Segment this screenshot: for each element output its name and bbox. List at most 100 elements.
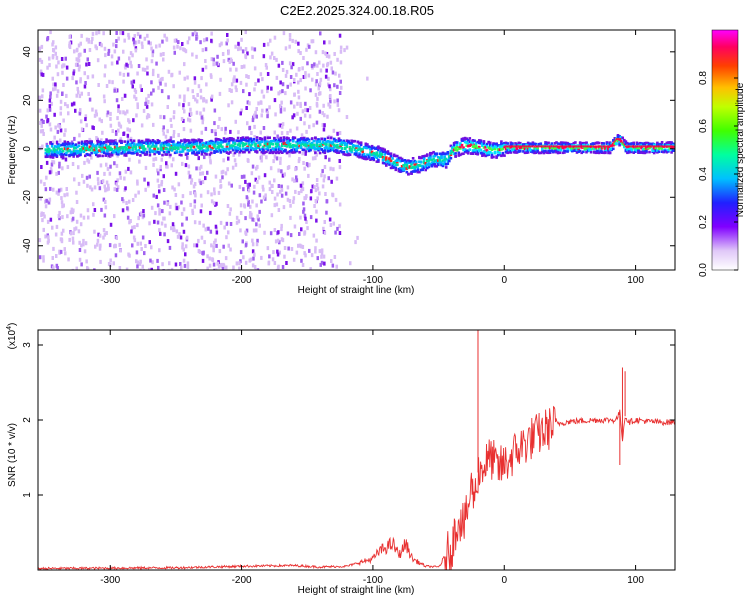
ridge-cell (271, 139, 275, 143)
noise-cell (336, 102, 340, 107)
noise-cell (165, 161, 168, 166)
noise-cell (251, 270, 254, 274)
noise-cell (304, 253, 307, 258)
ridge-cell (156, 147, 160, 151)
ridge-cell (177, 141, 180, 144)
ridge-cell (142, 151, 145, 155)
ridge-cell (375, 153, 379, 156)
noise-cell (145, 97, 148, 102)
noise-cell (78, 111, 82, 116)
ridge-cell (362, 157, 366, 160)
noise-cell (38, 95, 41, 100)
noise-cell (143, 177, 146, 182)
ridge-cell (485, 149, 489, 152)
ridge-cell (192, 141, 196, 144)
noise-cell (126, 133, 130, 138)
ridge-cell (91, 149, 95, 152)
ridge-cell (555, 147, 558, 150)
ridge-cell (167, 143, 171, 146)
ridge-cell (364, 144, 368, 148)
noise-cell (121, 97, 124, 101)
noise-cell (128, 128, 132, 133)
noise-cell (55, 93, 59, 98)
ridge-cell (260, 137, 264, 141)
noise-cell (155, 194, 158, 199)
ridge-cell (66, 149, 70, 153)
ridge-cell (500, 145, 503, 148)
noise-cell (309, 267, 312, 270)
noise-cell (253, 124, 256, 129)
ridge-cell (213, 142, 216, 146)
noise-cell (66, 214, 69, 219)
ridge-cell (492, 155, 495, 159)
ridge-cell (496, 148, 500, 151)
noise-cell (250, 46, 254, 51)
ridge-cell (482, 140, 486, 143)
ridge-cell (454, 148, 457, 152)
noise-cell (232, 79, 235, 84)
ridge-cell (440, 152, 443, 156)
noise-cell (86, 267, 90, 270)
ridge-cell (481, 151, 484, 155)
ridge-cell (84, 147, 87, 150)
ridge-core (564, 145, 566, 148)
ridge-cell (416, 166, 420, 169)
ridge-cell (277, 151, 281, 155)
ridge-core (551, 145, 553, 148)
ridge-cell (58, 148, 62, 151)
noise-cell (169, 136, 173, 141)
ridge-cell (192, 150, 196, 154)
noise-cell (46, 119, 49, 124)
noise-cell (246, 100, 250, 105)
ridge-cell (515, 151, 519, 154)
ridge-cell (268, 140, 271, 144)
ridge-cell (455, 149, 459, 152)
ridge-cell (140, 139, 144, 143)
noise-cell (313, 62, 316, 67)
ridge-cell (115, 147, 119, 151)
noise-cell (297, 80, 300, 85)
noise-cell (242, 255, 245, 260)
ridge-cell (235, 139, 238, 142)
noise-cell (293, 178, 296, 183)
ridge-cell (188, 143, 191, 147)
noise-cell (109, 123, 113, 128)
ridge-cell (240, 141, 243, 145)
ridge-cell (129, 144, 133, 147)
noise-cell (267, 260, 271, 265)
ridge-cell (534, 147, 538, 151)
noise-cell (315, 79, 318, 84)
ridge-cell (651, 148, 654, 151)
noise-cell (138, 159, 141, 164)
noise-cell (239, 228, 242, 233)
ridge-cell (432, 163, 435, 166)
noise-cell (63, 132, 66, 137)
ridge-cell (386, 150, 390, 154)
noise-cell (87, 39, 90, 44)
ridge-cell (197, 146, 200, 150)
noise-cell (41, 94, 44, 99)
noise-cell (218, 249, 222, 254)
noise-cell (60, 57, 64, 61)
noise-cell (160, 180, 164, 184)
ridge-cell (559, 141, 563, 144)
ridge-cell (153, 152, 156, 156)
ridge-cell (101, 150, 104, 154)
noise-cell (309, 215, 313, 220)
noise-cell (324, 51, 327, 56)
noise-cell (136, 71, 139, 76)
ridge-cell (304, 143, 308, 146)
ridge-cell (213, 151, 216, 154)
noise-cell (189, 191, 192, 196)
ridge-cell (377, 158, 380, 162)
noise-cell (67, 111, 70, 116)
noise-cell (176, 234, 180, 239)
ridge-cell (295, 147, 298, 151)
ridge-cell (206, 148, 210, 152)
ridge-cell (101, 142, 104, 145)
noise-cell (63, 247, 66, 252)
noise-cell (256, 238, 259, 243)
noise-cell (300, 133, 304, 138)
noise-cell (196, 93, 199, 97)
noise-cell (242, 187, 245, 192)
